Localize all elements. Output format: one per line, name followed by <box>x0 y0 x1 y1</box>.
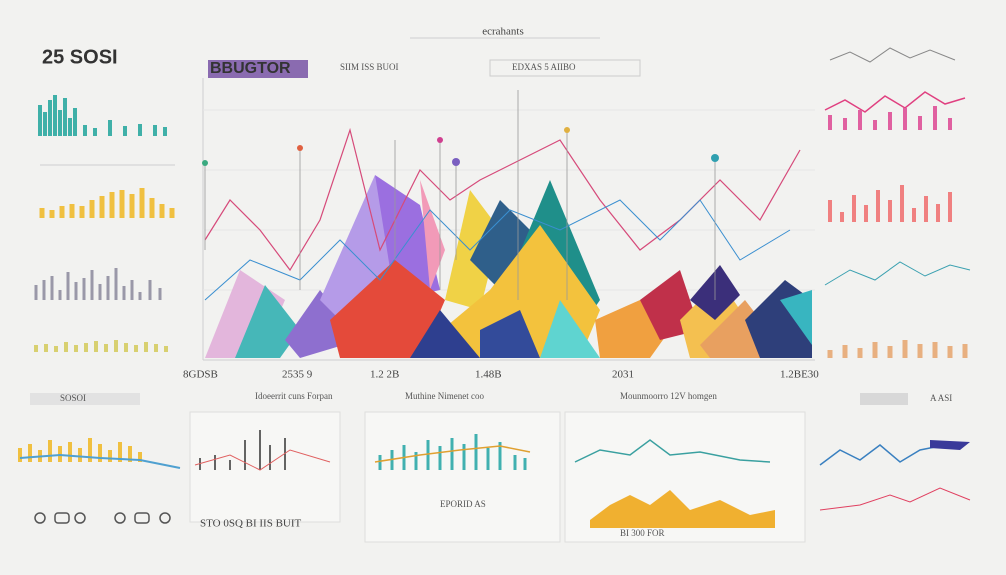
mini-area <box>590 490 775 528</box>
shape <box>445 190 500 310</box>
mini-bars <box>34 268 162 300</box>
mini-line <box>574 439 771 463</box>
axis-label: 1.2BE30 <box>780 369 819 381</box>
arrow <box>930 440 970 450</box>
mini-bars <box>828 185 952 222</box>
panel-title: Muthine Nimenet coo <box>405 391 484 401</box>
main-title: BBUGTOR <box>210 60 291 77</box>
title-badge <box>208 60 308 78</box>
footer-text: EPORID AS <box>440 499 486 509</box>
mini-line <box>824 261 971 286</box>
pin <box>564 127 570 133</box>
pin <box>202 160 208 166</box>
mini-bars <box>828 106 952 130</box>
shape <box>480 310 540 358</box>
panel <box>364 411 561 543</box>
pin <box>711 154 719 162</box>
mini-line <box>824 91 966 113</box>
axis-label: 8GDSB <box>183 369 218 381</box>
shape <box>330 260 445 358</box>
shape <box>780 290 812 345</box>
axis-label: 1.48B <box>475 369 502 381</box>
pin <box>437 137 443 143</box>
shape <box>420 180 445 290</box>
bottom-left-label: SOSOI <box>60 393 86 403</box>
mini-line <box>819 487 971 511</box>
footer-text: BI 300 FOR <box>620 528 665 538</box>
panel-title: Idoeerrit cuns Forpan <box>255 391 333 401</box>
pins <box>204 90 716 300</box>
shape <box>540 300 600 358</box>
mini-line <box>829 47 956 63</box>
mini-line <box>819 444 941 466</box>
axis-label: 1.2 2B <box>370 369 399 381</box>
label-box <box>860 393 908 405</box>
shape <box>410 310 480 358</box>
axis-label: 2031 <box>612 369 634 381</box>
axis-label: 2535 9 <box>282 369 313 381</box>
mini-line <box>19 453 181 469</box>
bottom-right-label: A ASI <box>930 393 952 403</box>
icons <box>34 512 171 524</box>
trend-line <box>204 199 791 301</box>
panel-title: Mounmoorro 12V homgen <box>620 391 717 401</box>
toolbar-right: EDXAS 5 AIIBO <box>512 62 576 72</box>
toolbar-left: SIIM ISS BUOI <box>340 62 399 72</box>
main-chart <box>202 78 815 361</box>
label-box <box>30 393 140 405</box>
mini-line <box>194 449 331 471</box>
mini-bars <box>827 340 968 358</box>
pin <box>452 158 460 166</box>
mini-line <box>374 445 531 463</box>
footer-text: STO 0SQ BI IIS BUIT <box>200 518 302 530</box>
pin <box>297 145 303 151</box>
mini-bars <box>39 188 175 218</box>
left-title: 25 SOSI <box>42 46 118 68</box>
toolbar-box <box>489 59 641 77</box>
shape <box>235 285 300 358</box>
left-column <box>34 95 175 352</box>
header-title: ecrahants <box>482 26 524 38</box>
right-column <box>824 47 971 358</box>
mini-bars <box>34 340 168 352</box>
mini-bars <box>38 95 167 136</box>
